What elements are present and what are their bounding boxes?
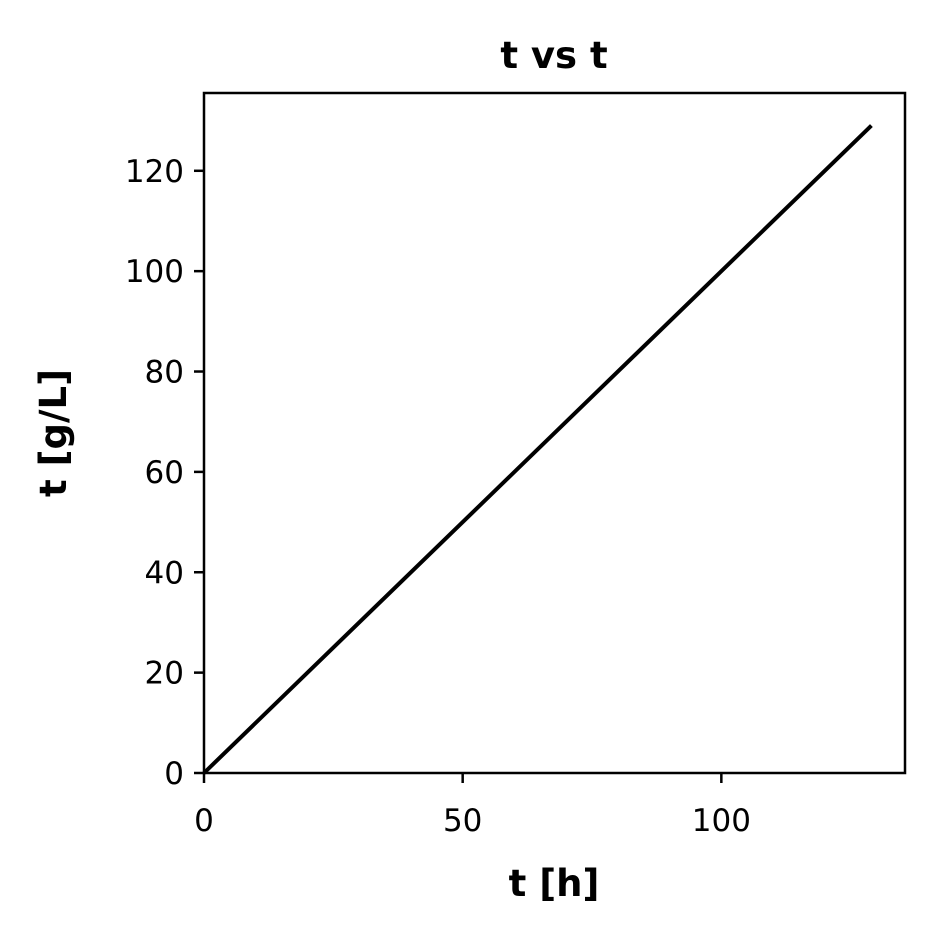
x-tick-label: 100: [692, 803, 751, 839]
x-tick-label: 50: [443, 803, 482, 839]
y-tick-label: 120: [125, 154, 184, 190]
plot-frame: [202, 91, 907, 775]
y-tick-label: 80: [145, 355, 184, 391]
y-tick-label: 20: [145, 656, 184, 692]
y-tick-label: 60: [145, 455, 184, 491]
x-axis: 0 50 100: [194, 773, 751, 839]
y-axis: 0 20 40 60 80 100 120: [125, 154, 204, 792]
chart-title: t vs t: [500, 34, 607, 77]
y-tick-label: 40: [145, 555, 184, 591]
plot-area: [202, 91, 907, 775]
y-tick-label: 0: [164, 756, 184, 792]
x-axis-label: t [h]: [509, 862, 600, 905]
x-tick-label: 0: [194, 803, 214, 839]
y-tick-label: 100: [125, 254, 184, 290]
y-axis-label: t [g/L]: [32, 369, 75, 497]
series-line: [202, 124, 873, 775]
